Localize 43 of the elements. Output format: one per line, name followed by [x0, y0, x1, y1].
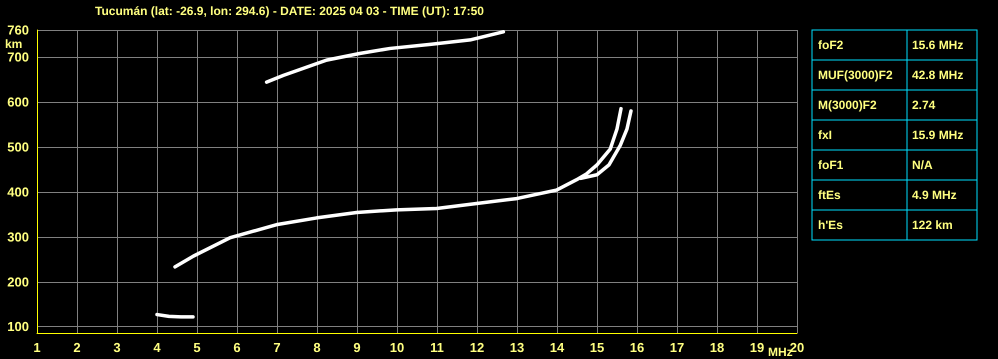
text: 15.6 MHz [912, 38, 964, 52]
x-tick-label: 12 [470, 340, 484, 355]
x-tick-label: 8 [313, 340, 321, 355]
y-tick-label: 300 [7, 229, 29, 244]
x-tick-label: 2 [73, 340, 81, 355]
text: 4.9 MHz [912, 188, 957, 202]
text: ftEs [818, 188, 841, 202]
y-axis-title: km [5, 37, 22, 51]
x-tick-label: 6 [233, 340, 241, 355]
text: 2.74 [912, 98, 936, 112]
x-tick-label: 13 [510, 340, 524, 355]
text: N/A [912, 158, 933, 172]
x-tick-label: 10 [390, 340, 404, 355]
text: MUF(3000)F2 [818, 68, 894, 82]
x-tick-label: 18 [710, 340, 724, 355]
x-tick-label: 14 [550, 340, 565, 355]
y-tick-label: 700 [7, 49, 29, 64]
y-tick-label: 500 [7, 139, 29, 154]
x-tick-label: 3 [113, 340, 121, 355]
y-tick-label: 100 [7, 319, 29, 334]
y-tick-label: 200 [7, 274, 29, 290]
text: foF1 [818, 158, 844, 172]
x-tick-label: 15 [590, 340, 604, 355]
y-tick-label: 760 [7, 22, 29, 38]
x-tick-label: 16 [630, 340, 644, 355]
text: foF2 [818, 38, 844, 52]
text: h'Es [818, 218, 844, 232]
x-tick-label: 19 [750, 340, 764, 355]
x-tick-label: 9 [353, 340, 361, 355]
x-tick-label: 1 [33, 340, 41, 355]
x-tick-label: 11 [430, 340, 444, 355]
x-tick-label: 4 [153, 340, 162, 355]
text: 42.8 MHz [912, 68, 964, 82]
text: M(3000)F2 [818, 98, 878, 112]
chart-title: Tucumán (lat: -26.9, lon: 294.6) - DATE: 2025 04 03 - TIME (UT): 17:50 [95, 4, 484, 18]
x-tick-label: 7 [273, 340, 281, 355]
text: 122 km [912, 218, 953, 232]
y-tick-label: 600 [7, 94, 29, 110]
text: fxI [818, 128, 832, 142]
text: 15.9 MHz [912, 128, 964, 142]
x-tick-label: 5 [193, 340, 201, 355]
y-tick-label: 400 [7, 184, 29, 200]
x-tick-label: 17 [670, 340, 684, 355]
